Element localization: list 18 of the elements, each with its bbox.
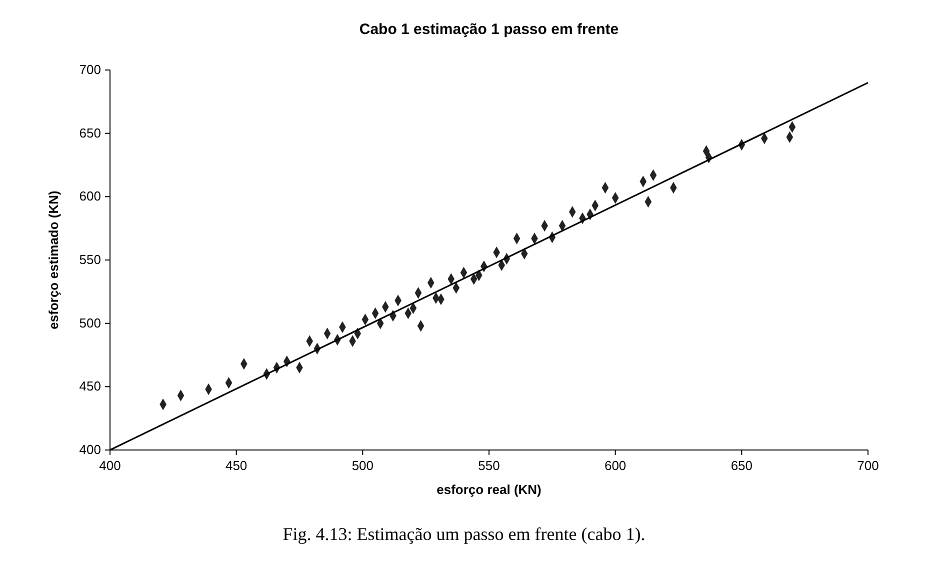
x-tick-label: 700: [857, 458, 879, 473]
caption: Fig. 4.13: Estimação um passo em frente (cabo 1).: [282, 524, 646, 544]
y-tick-label: 450: [79, 378, 101, 394]
chart-title: Cabo 1 estimação 1 passo em frente: [359, 21, 619, 38]
x-tick-label: 600: [604, 458, 626, 473]
y-tick-label: 550: [79, 252, 101, 267]
x-tick-label: 550: [478, 458, 500, 473]
y-tick-label: 400: [79, 442, 101, 457]
y-tick-label: 600: [79, 188, 101, 204]
y-tick-label: 650: [79, 125, 101, 140]
y-axis-title: esforço estimado (KN): [46, 190, 61, 330]
x-tick-label: 650: [730, 458, 753, 473]
x-tick-label: 400: [99, 458, 121, 473]
x-axis-title: esforço real (KN): [436, 482, 542, 497]
x-tick-label: 450: [225, 458, 248, 473]
y-tick-label: 500: [79, 315, 101, 330]
x-tick-label: 500: [352, 458, 374, 473]
y-tick-label: 700: [79, 62, 101, 77]
